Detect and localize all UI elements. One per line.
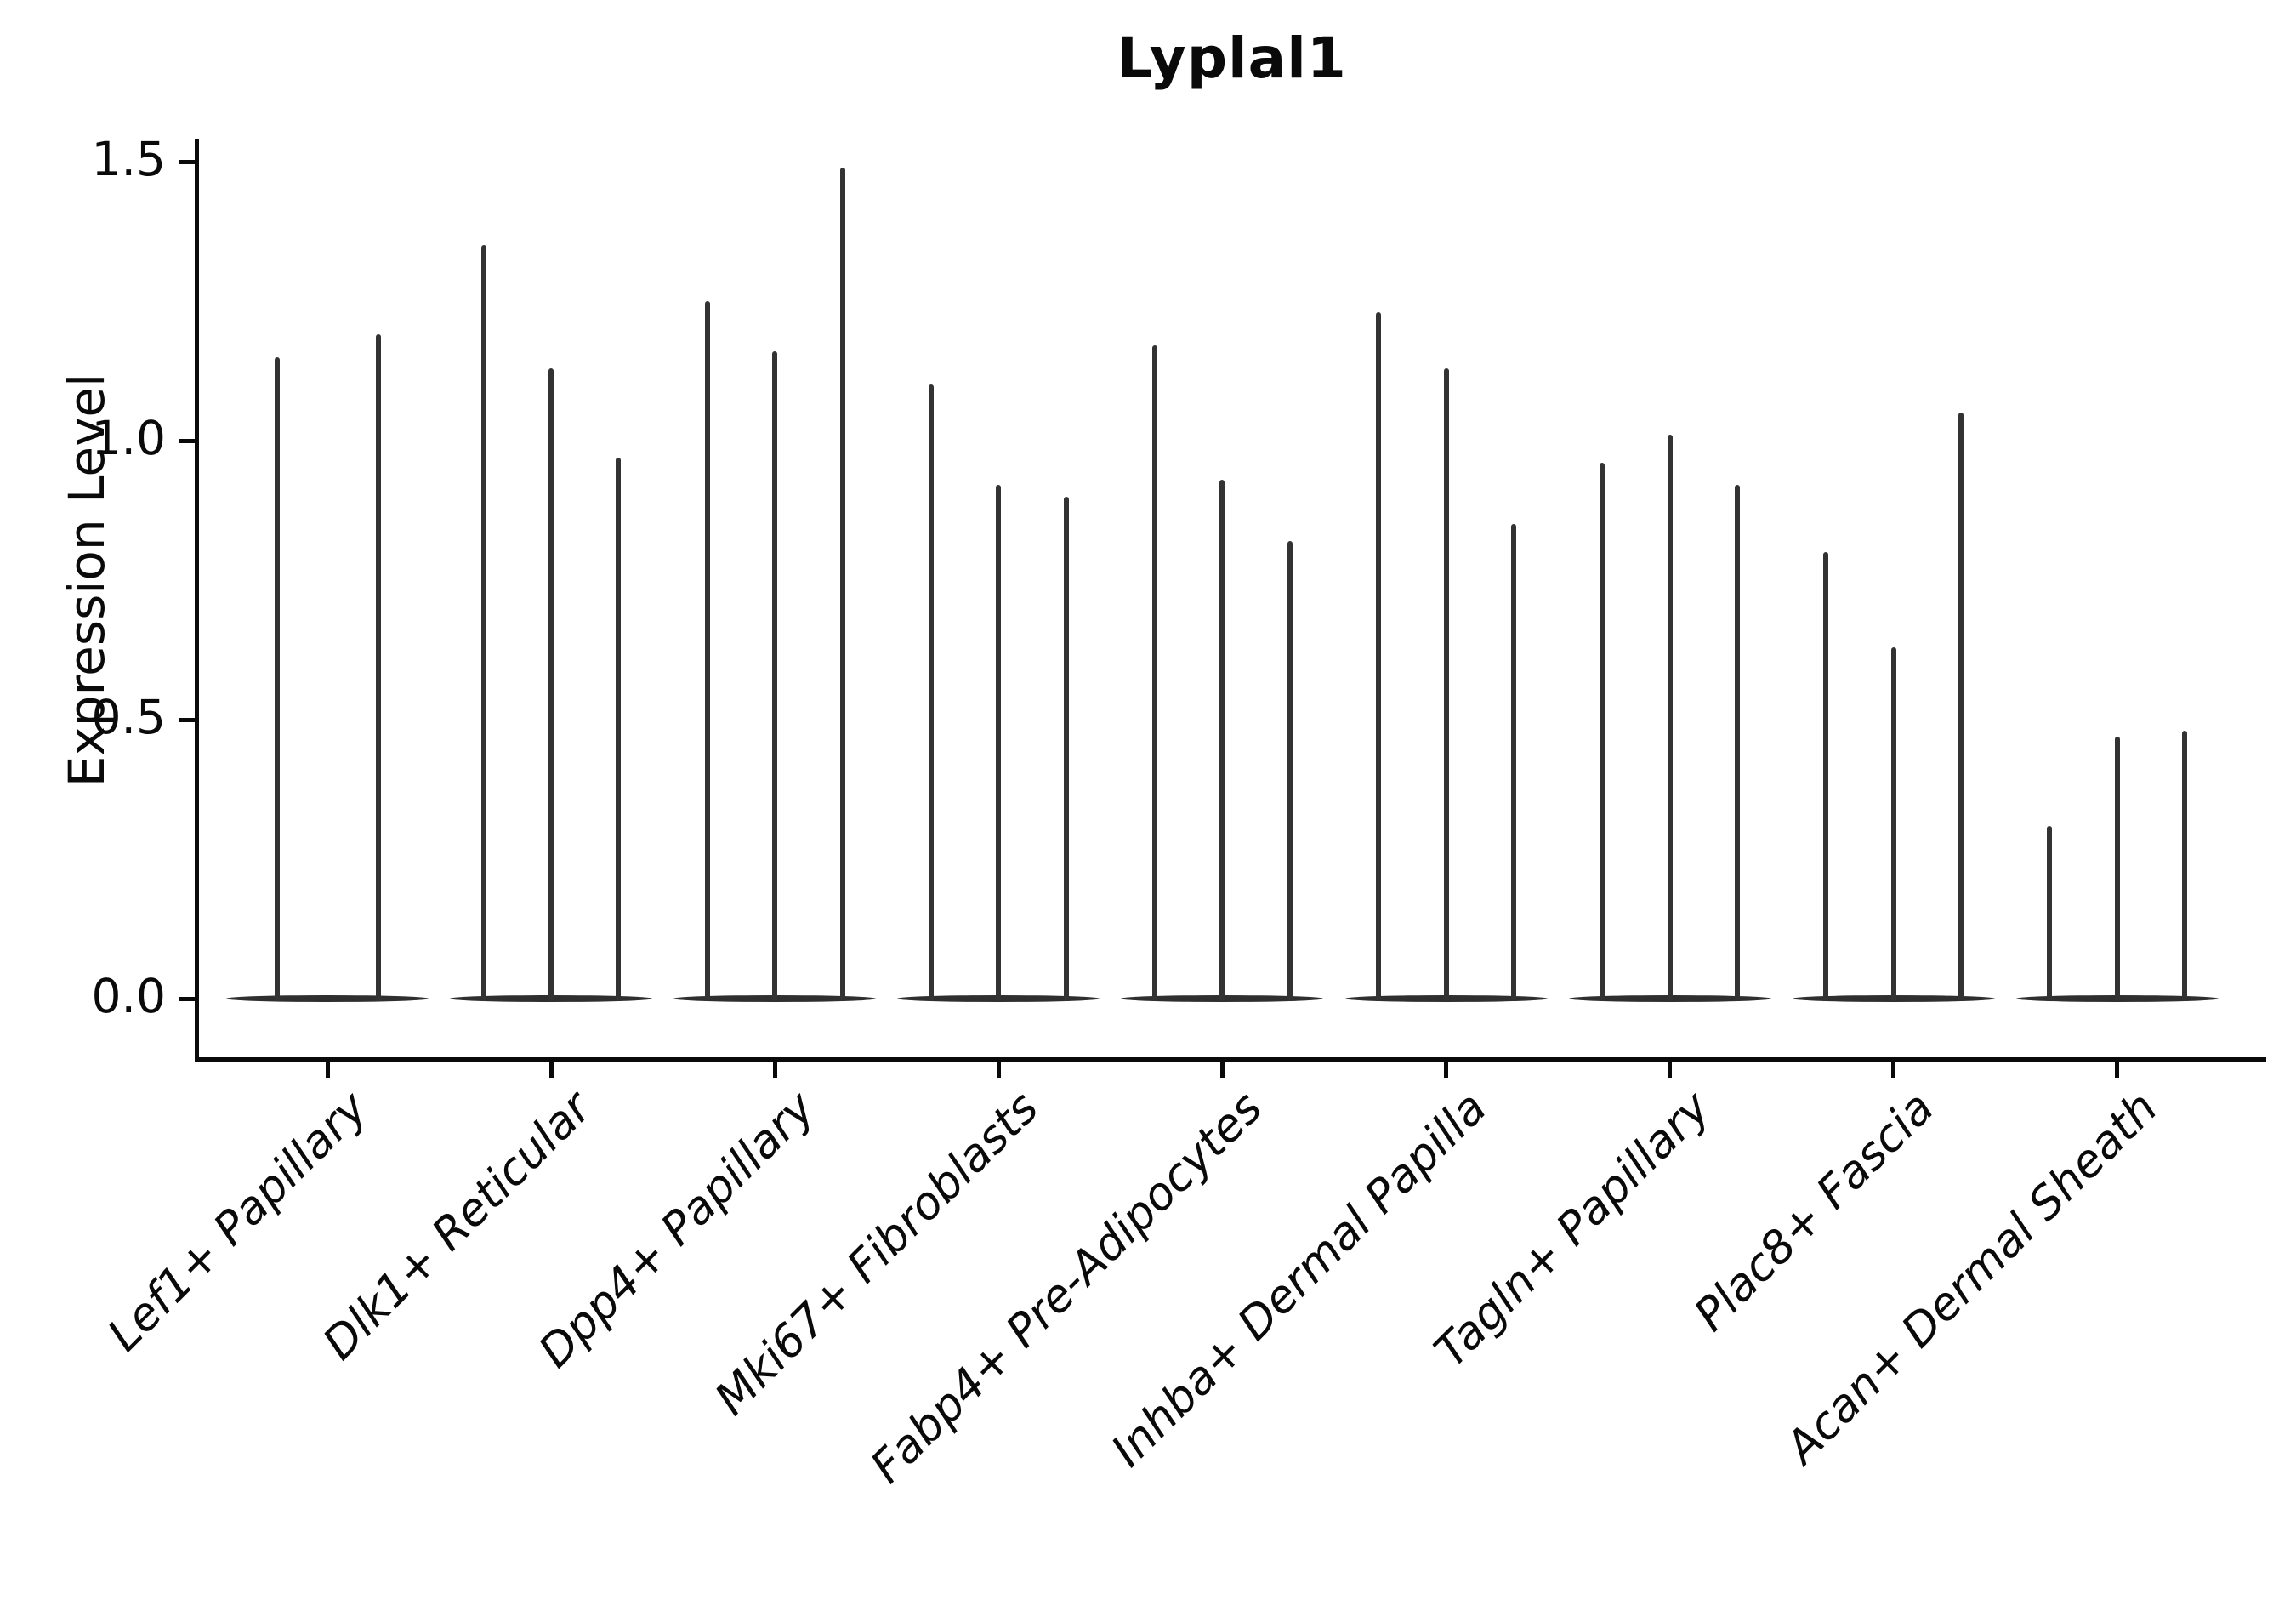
violin-spike [1667,435,1673,1001]
violin-spike [274,356,280,1001]
violin-spike [616,457,622,1001]
violin-spike [1823,552,1829,1001]
y-tick [179,996,197,1001]
violin-spike [1376,312,1382,1001]
violin-spike [1958,413,1964,1001]
x-tick-label: Acan+ Dermal Sheath [1776,1081,2168,1474]
violin-spike [2047,825,2053,1001]
violin-spike [1600,463,1605,1001]
violin-spike [2182,731,2188,1001]
violin-spike [1443,367,1449,1001]
y-tick-label: 1.0 [91,411,166,465]
y-axis-spine [195,139,199,1062]
violin-spike [772,351,778,1001]
violin-spike [548,367,554,1001]
x-tick-label: Inhba+ Dermal Papilla [1101,1081,1497,1478]
violin-spike [1510,524,1516,1001]
x-tick-label: Mki67+ Fibroblasts [705,1081,1049,1426]
x-tick [325,1059,330,1078]
x-axis-spine [195,1057,2266,1062]
x-tick [2115,1059,2120,1078]
chart-title: Lyplal1 [1117,26,1347,91]
y-tick-label: 0.0 [91,969,166,1023]
violin-spike [1152,345,1158,1001]
x-tick [548,1059,554,1078]
y-tick-label: 0.5 [91,690,166,744]
y-tick-label: 1.5 [91,132,166,186]
x-tick-label: Tagln+ Papillary [1424,1081,1720,1378]
x-tick [1444,1059,1448,1078]
violin-spike [375,334,381,1001]
x-tick [1891,1059,1896,1078]
violin-spike [1063,496,1069,1001]
x-tick-label: Plac8+ Fascia [1684,1081,1944,1341]
x-tick-label: Dlk1+ Reticular [313,1081,602,1370]
y-tick [179,717,197,722]
x-tick-label: Fabp4+ Pre-Adipocytes [861,1081,1273,1494]
violin-spike [2114,736,2120,1001]
violin-plot-figure: Lyplal1 Expression Level 0.0 0.5 1.0 1.5 Lef… [58,26,2266,1494]
violin-spike [1890,646,1896,1001]
violin-spike [1287,541,1293,1001]
violin-spike [839,167,845,1001]
y-tick [179,438,197,443]
y-axis-label: Expression Level [58,373,116,788]
violin-spike [1219,479,1225,1001]
violin-spike [704,301,710,1001]
violin-spike [928,384,934,1001]
x-tick-label: Dpp4+ Papillary [529,1081,826,1378]
x-tick [772,1059,777,1078]
violin-spike [1734,485,1740,1001]
violin-spike [996,485,1002,1001]
x-tick [1219,1059,1225,1078]
y-tick [179,159,197,164]
x-tick [1668,1059,1673,1078]
violin-base [226,995,429,1002]
violin-spike [480,245,486,1001]
x-tick [996,1059,1001,1078]
